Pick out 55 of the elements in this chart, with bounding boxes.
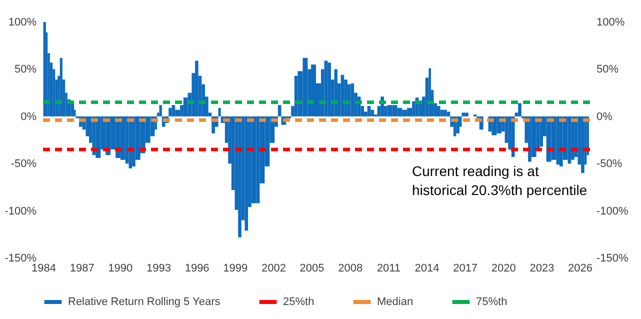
y-tick-label: -100% xyxy=(4,205,37,218)
legend-label: 75%th xyxy=(476,296,508,308)
bar xyxy=(60,58,62,116)
x-tick-label: 2020 xyxy=(491,262,516,274)
bar xyxy=(367,106,371,116)
bar xyxy=(195,60,198,116)
legend-label: 25%th xyxy=(283,296,314,308)
y-tick-label: 100% xyxy=(8,16,37,28)
x-tick-label: 2014 xyxy=(414,262,440,274)
bar xyxy=(159,105,162,116)
legend-label: Median xyxy=(377,296,414,308)
y-tick-label: 0% xyxy=(20,110,37,123)
x-tick-label: 2011 xyxy=(376,262,400,274)
bar xyxy=(244,116,248,231)
x-tick-label: 1990 xyxy=(108,262,133,274)
x-tick-label: 1987 xyxy=(70,262,94,274)
bar xyxy=(370,110,374,116)
bar xyxy=(350,83,354,116)
x-tick-label: 1999 xyxy=(223,262,248,274)
y2-tick-label: -100% xyxy=(596,205,629,218)
x-tick-label: 2008 xyxy=(338,262,363,274)
bar xyxy=(278,105,282,116)
y2-tick-label: -150% xyxy=(596,252,629,264)
bar xyxy=(168,108,172,116)
bar xyxy=(462,112,466,116)
bar xyxy=(446,112,450,116)
y-tick-label: -50% xyxy=(10,158,37,170)
bar xyxy=(540,116,543,147)
y2-tick-label: -50% xyxy=(596,158,622,170)
bar xyxy=(518,103,522,116)
y2-tick-label: 0% xyxy=(596,110,613,123)
annotation: Current reading is at historical 20.3%th percentile xyxy=(412,163,588,198)
bar xyxy=(328,62,331,116)
y2-tick-label: 50% xyxy=(596,64,619,76)
bar xyxy=(238,116,242,238)
bar xyxy=(581,116,584,174)
x-tick-label: 2017 xyxy=(453,262,478,274)
legend-label: Relative Return Rolling 5 Years xyxy=(68,296,221,308)
x-tick-label: 2005 xyxy=(300,262,324,274)
bar xyxy=(428,68,431,116)
x-tick-label: 1984 xyxy=(32,262,56,274)
bar xyxy=(251,116,256,204)
bar xyxy=(436,106,440,116)
bar xyxy=(218,108,221,116)
y-tick-label: -150% xyxy=(4,252,37,264)
bar xyxy=(43,22,46,116)
x-tick-label: 1993 xyxy=(146,262,171,274)
y2-tick-label: 100% xyxy=(596,16,625,28)
bar xyxy=(465,112,468,116)
bar xyxy=(444,110,447,116)
x-tick-label: 2023 xyxy=(530,262,554,274)
y-tick-label: 50% xyxy=(14,64,37,76)
x-tick-label: 2002 xyxy=(261,262,286,274)
x-tick-label: 1996 xyxy=(184,262,210,274)
x-tick-label: 2026 xyxy=(568,262,593,274)
